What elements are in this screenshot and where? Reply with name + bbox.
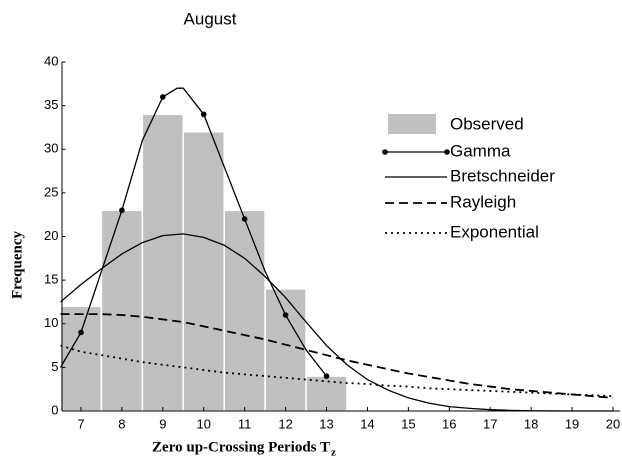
legend-label: Observed: [450, 114, 524, 133]
x-tick-label: 18: [524, 416, 538, 431]
y-tick-label: 0: [51, 402, 58, 417]
marker: [78, 329, 84, 336]
x-tick-label: 10: [197, 416, 211, 431]
y-tick-label: 30: [44, 141, 58, 156]
x-tick-label: 15: [401, 416, 415, 431]
marker: [160, 94, 166, 100]
y-tick-label: 5: [51, 359, 58, 374]
x-tick-label: 17: [483, 416, 497, 431]
legend-marker: [444, 149, 450, 155]
legend-swatch: [388, 114, 436, 134]
bar: [100, 209, 144, 412]
x-axis-label: Zero up-Crossing Periods T: [152, 439, 330, 455]
y-tick-label: 20: [44, 228, 58, 243]
x-tick-label: 16: [442, 416, 456, 431]
line-solid: [60, 233, 613, 412]
bar: [264, 288, 307, 412]
y-tick-label: 40: [44, 53, 58, 68]
bar: [141, 113, 185, 412]
y-tick-label: 35: [44, 97, 58, 112]
marker: [282, 312, 289, 318]
bar: [223, 209, 266, 412]
x-tick-label: 12: [278, 416, 292, 431]
line-solid: [59, 87, 328, 377]
marker: [119, 207, 125, 214]
x-tick-label: 14: [360, 416, 374, 431]
chart-title: August: [184, 9, 237, 28]
x-tick-label: 13: [319, 416, 333, 431]
y-axis-label: Frequency: [9, 230, 25, 299]
y-tick-label: 10: [44, 315, 58, 330]
marker: [323, 373, 330, 379]
x-tick-label: 9: [159, 416, 166, 431]
marker: [200, 111, 207, 118]
x-tick-label: 20: [606, 416, 620, 431]
line-dotted: [60, 344, 614, 398]
legend-label: Gamma: [450, 141, 511, 160]
y-tick-label: 15: [44, 272, 58, 287]
x-tick-label: 8: [118, 416, 125, 431]
legend-label: Exponential: [450, 222, 539, 241]
bar: [59, 305, 103, 412]
bar: [305, 375, 348, 412]
x-tick-label: 7: [77, 416, 84, 431]
legend-label: Bretschneider: [450, 166, 555, 185]
legend-marker: [382, 149, 388, 155]
x-tick-label: 11: [238, 416, 252, 431]
legend-label: Rayleigh: [450, 192, 516, 211]
bar: [182, 131, 225, 412]
y-tick-label: 25: [44, 184, 58, 199]
x-tick-label: 19: [565, 416, 579, 431]
x-axis-label-sub: z: [331, 447, 336, 459]
marker: [241, 216, 248, 222]
line-dashed: [60, 313, 614, 399]
